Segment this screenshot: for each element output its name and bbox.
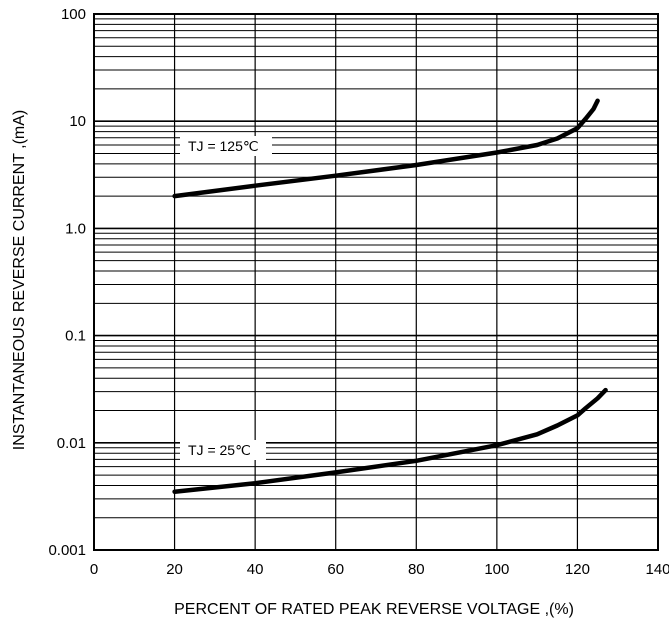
series-label-tj-25: TJ = 25℃ xyxy=(188,442,251,458)
series-curves xyxy=(172,98,608,494)
series-label-bg xyxy=(180,136,272,156)
x-tick-label: 0 xyxy=(90,561,98,578)
x-tick-labels: 0 20 40 60 80 100 120 140 xyxy=(90,561,669,578)
x-tick-label: 100 xyxy=(484,561,509,578)
series-line-tj-125 xyxy=(172,98,600,199)
x-tick-label: 60 xyxy=(327,561,344,578)
series-label-bg xyxy=(180,440,266,460)
y-tick-label: 0.1 xyxy=(65,328,86,345)
y-axis-label: INSTANTANEOUS REVERSE CURRENT ,(mA) xyxy=(11,110,28,450)
series-line-tj-25 xyxy=(172,387,608,494)
y-tick-label: 10 xyxy=(69,113,86,130)
y-tick-label: 0.01 xyxy=(57,435,86,452)
plot-frame xyxy=(93,13,659,551)
y-tick-labels: 100 10 1.0 0.1 0.01 0.001 xyxy=(48,6,86,559)
y-tick-label: 100 xyxy=(61,6,86,23)
series-labels: TJ = 125℃ TJ = 25℃ xyxy=(180,136,272,460)
x-tick-label: 80 xyxy=(408,561,425,578)
x-tick-label: 40 xyxy=(247,561,264,578)
x-axis-label: PERCENT OF RATED PEAK REVERSE VOLTAGE ,(… xyxy=(174,601,574,618)
grid xyxy=(93,13,659,551)
x-tick-label: 140 xyxy=(645,561,669,578)
series-label-tj-125: TJ = 125℃ xyxy=(188,138,259,154)
y-tick-label: 0.001 xyxy=(48,542,86,559)
x-tick-label: 20 xyxy=(166,561,183,578)
x-tick-label: 120 xyxy=(565,561,590,578)
y-tick-label: 1.0 xyxy=(65,220,86,237)
